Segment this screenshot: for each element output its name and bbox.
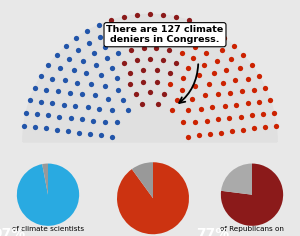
Wedge shape — [221, 164, 252, 195]
Wedge shape — [132, 162, 153, 198]
Wedge shape — [17, 164, 79, 226]
Text: 77%: 77% — [196, 227, 230, 236]
Text: of climate scientists: of climate scientists — [12, 226, 84, 232]
Text: There are 127 climate
deniers in Congress.: There are 127 climate deniers in Congres… — [106, 25, 224, 44]
Text: of Republicans on: of Republicans on — [220, 226, 284, 232]
Wedge shape — [117, 162, 189, 234]
Polygon shape — [23, 14, 277, 142]
Wedge shape — [42, 164, 48, 195]
Text: 97%: 97% — [0, 227, 26, 236]
Wedge shape — [221, 164, 283, 226]
